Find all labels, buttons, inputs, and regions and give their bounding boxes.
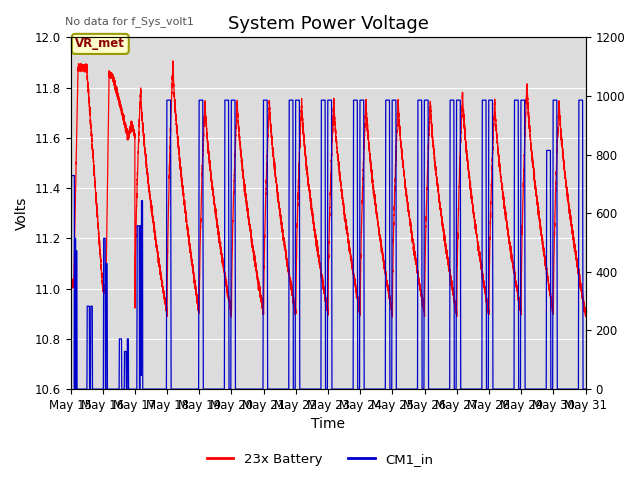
Legend: 23x Battery, CM1_in: 23x Battery, CM1_in [202,447,438,471]
Title: System Power Voltage: System Power Voltage [228,15,428,33]
Text: VR_met: VR_met [76,37,125,50]
Text: No data for f_Sys_volt1: No data for f_Sys_volt1 [65,16,195,27]
Y-axis label: Volts: Volts [15,196,29,230]
X-axis label: Time: Time [311,418,345,432]
